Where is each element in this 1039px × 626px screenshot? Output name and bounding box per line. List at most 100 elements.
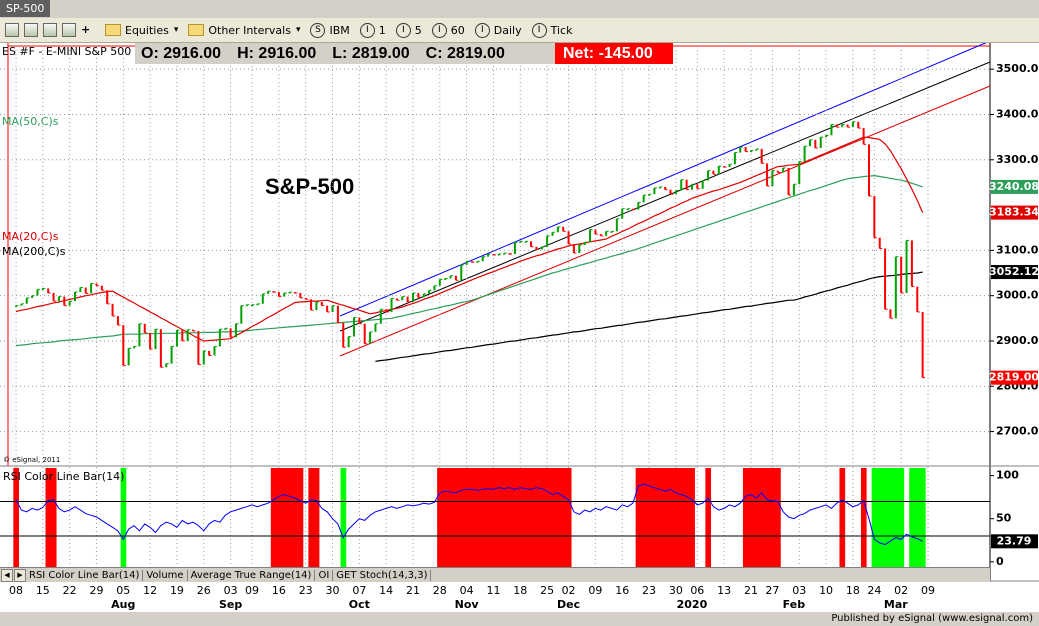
- rsi-color-bar: [882, 468, 889, 567]
- x-tick-label: 26: [197, 584, 211, 597]
- y-tick-label: 0: [996, 555, 1004, 568]
- price-bar: [159, 329, 162, 368]
- study-tab[interactable]: Average True Range(14): [188, 569, 316, 581]
- x-month-label: Mar: [884, 598, 908, 611]
- price-bar: [336, 305, 339, 323]
- price-bar: [846, 124, 849, 128]
- rsi-color-bar: [877, 468, 883, 567]
- rsi-color-bar: [646, 468, 653, 567]
- study-tab[interactable]: OI: [315, 569, 334, 581]
- price-bar: [615, 218, 618, 232]
- toolbar-item[interactable]: Equities: [105, 24, 178, 37]
- rsi-color-bar: [120, 468, 127, 567]
- rsi-color-bar: [480, 468, 486, 567]
- price-bar: [267, 291, 270, 294]
- study-tab[interactable]: GET Stoch(14,3,3): [333, 569, 432, 581]
- price-bar: [385, 309, 388, 312]
- price-bar: [540, 246, 543, 250]
- price-bar: [358, 317, 361, 324]
- price-bar: [776, 170, 779, 173]
- x-tick-label: 28: [433, 584, 447, 597]
- rsi-color-bar: [458, 468, 465, 567]
- study-tab[interactable]: Volume: [143, 569, 188, 581]
- price-bar: [792, 184, 795, 196]
- y-tick-label: 3100.00: [996, 243, 1039, 256]
- x-tick-label: 30: [326, 584, 340, 597]
- x-tick-label: 29: [89, 584, 103, 597]
- x-month-label: Sep: [219, 598, 242, 611]
- price-bar: [192, 329, 195, 332]
- price-bar: [787, 167, 790, 196]
- trend-line: [339, 40, 991, 317]
- price-bar: [653, 187, 656, 195]
- y-tick-label: 50: [996, 512, 1012, 525]
- toolbar-icon[interactable]: [5, 23, 19, 37]
- price-bar: [283, 292, 286, 297]
- moving-average-line: [375, 271, 923, 362]
- toolbar-item[interactable]: I 60: [431, 22, 465, 38]
- toolbar-icon[interactable]: [43, 23, 57, 37]
- toolbar-item[interactable]: I Daily: [474, 22, 522, 38]
- toolbar-icon[interactable]: [62, 23, 76, 37]
- price-bar: [52, 292, 55, 302]
- trend-line: [339, 61, 991, 332]
- x-month-label: Aug: [111, 598, 135, 611]
- toolbar-item[interactable]: Other Intervals: [188, 24, 300, 37]
- rsi-color-bar: [769, 468, 776, 567]
- rsi-label: RSI Color Line Bar(14): [3, 470, 124, 483]
- toolbar-icon[interactable]: [24, 23, 38, 37]
- price-bar: [610, 231, 613, 233]
- rsi-color-bar: [705, 468, 712, 567]
- x-tick-label: 24: [867, 584, 881, 597]
- tab-scroll[interactable]: ▶: [14, 568, 26, 582]
- quote-value: 2916.00: [258, 44, 317, 62]
- rsi-color-bar: [517, 468, 524, 567]
- price-bar: [626, 208, 629, 211]
- quote-value: 2916.00: [163, 44, 222, 62]
- folder-icon: [105, 24, 121, 36]
- y-tick-label: 3300.00: [996, 153, 1039, 166]
- tab-scroll[interactable]: ◀: [1, 568, 13, 582]
- rsi-color-bar: [887, 468, 894, 567]
- price-bar: [465, 261, 468, 265]
- price-bar: [369, 331, 372, 344]
- toolbar-icon[interactable]: +: [81, 23, 91, 36]
- price-bar: [213, 346, 216, 356]
- x-month-label: Oct: [349, 598, 370, 611]
- x-tick-label: 10: [819, 584, 833, 597]
- rsi-color-bar: [651, 468, 658, 567]
- x-tick-label: 16: [272, 584, 286, 597]
- quote-value: -145.00: [598, 45, 653, 62]
- price-bar: [889, 309, 892, 319]
- price-bar: [363, 323, 366, 344]
- toolbar-item[interactable]: S IBM: [310, 22, 350, 38]
- price-bar: [36, 289, 39, 296]
- price-bar: [814, 139, 817, 148]
- price-bar: [116, 316, 119, 326]
- rsi-color-bar: [463, 468, 470, 567]
- price-bar: [106, 290, 109, 304]
- rsi-color-bar: [560, 468, 567, 567]
- rsi-color-bar: [453, 468, 459, 567]
- price-bar: [524, 241, 527, 243]
- quote-fields: O: 2916.00 H: 2916.00 L: 2819.00 C: 2819.00…: [135, 43, 673, 64]
- x-tick-label: 04: [460, 584, 474, 597]
- study-tab[interactable]: RSI Color Line Bar(14): [26, 569, 144, 581]
- price-bar: [605, 231, 608, 236]
- price-bar: [79, 287, 82, 293]
- price-bar: [766, 163, 769, 187]
- rsi-color-bar: [667, 468, 674, 567]
- price-bar: [100, 285, 103, 291]
- toolbar-item[interactable]: I Tick: [531, 22, 572, 38]
- price-bar: [138, 323, 141, 347]
- y-tick-label: 3500.00: [996, 62, 1039, 75]
- rsi-color-bar: [474, 468, 481, 567]
- last-value-label: 3183.34: [989, 206, 1039, 219]
- price-bar: [347, 336, 350, 348]
- price-bar: [251, 304, 254, 307]
- x-tick-label: 06: [690, 584, 704, 597]
